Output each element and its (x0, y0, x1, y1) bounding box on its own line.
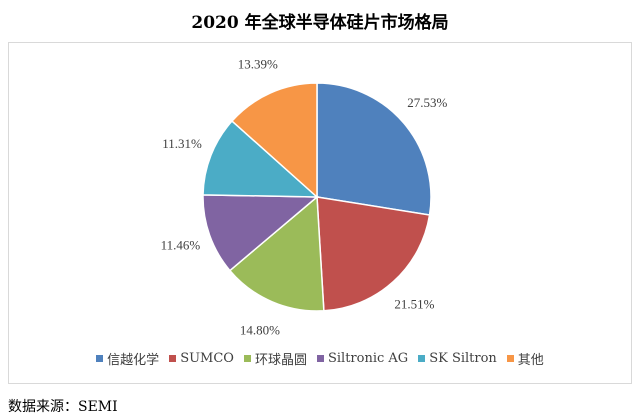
slice-label-5: 13.39% (238, 57, 278, 72)
legend-item-4: SK Siltron (418, 351, 497, 366)
chart-legend: 信越化学 SUMCO 环球晶圆 Siltronic AG SK Siltron 其他 (0, 349, 640, 368)
slice-label-1: 21.51% (394, 297, 434, 312)
legend-item-1: SUMCO (169, 351, 234, 366)
pie-slice-3 (202, 194, 320, 272)
legend-label-3: Siltronic AG (327, 351, 409, 366)
legend-swatch-3 (316, 355, 324, 362)
legend-item-0: 信越化学 (96, 349, 159, 368)
legend-swatch-2 (243, 355, 251, 362)
legend-item-5: 其他 (506, 349, 544, 368)
pie-slice-2 (228, 195, 325, 312)
slice-label-3: 11.46% (161, 238, 201, 253)
slice-label-0: 27.53% (407, 95, 447, 110)
pie-slice-4 (202, 119, 320, 198)
slice-label-2: 14.80% (240, 322, 280, 337)
legend-item-2: 环球晶圆 (243, 349, 307, 368)
pie-slice-1 (316, 196, 431, 312)
legend-swatch-5 (506, 355, 514, 362)
chart-title: 2020 年全球半导体硅片市场格局 (191, 13, 449, 33)
legend-swatch-4 (418, 355, 426, 362)
pie-slice-5 (230, 82, 318, 199)
legend-label-4: SK Siltron (429, 351, 497, 366)
legend-label-2: 环球晶圆 (254, 353, 307, 368)
legend-label-1: SUMCO (180, 351, 234, 366)
pie-slice-0 (316, 82, 432, 216)
slice-label-4: 11.31% (162, 136, 202, 151)
legend-swatch-0 (96, 355, 104, 362)
data-source-note: 数据来源：SEMI (8, 399, 118, 415)
legend-label-5: 其他 (517, 353, 544, 368)
legend-swatch-1 (169, 355, 177, 362)
legend-item-3: Siltronic AG (316, 351, 409, 366)
chart-frame (8, 42, 632, 384)
legend-label-0: 信越化学 (107, 353, 160, 368)
